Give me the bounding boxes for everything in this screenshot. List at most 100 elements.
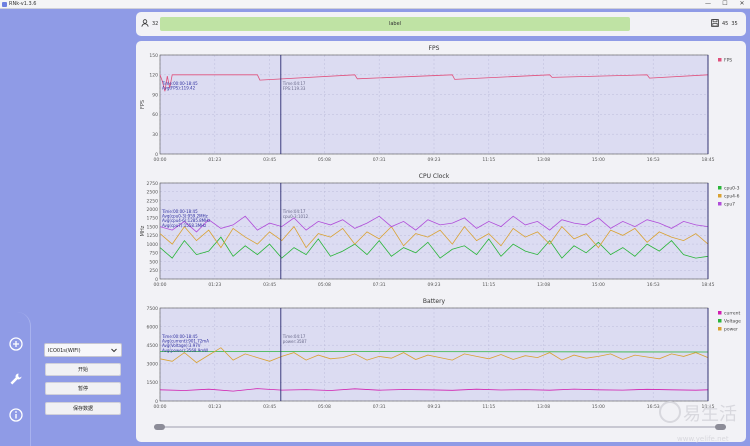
info-time-label: Time:00:00-18:45: [161, 209, 198, 214]
pause-button[interactable]: 暂停: [45, 382, 121, 395]
right-tools: 45 35: [711, 19, 738, 29]
y-tick-label: 0: [155, 152, 158, 158]
x-tick-label: 09:23: [428, 282, 441, 288]
y-tick-label: 120: [149, 73, 158, 79]
legend-swatch: [718, 319, 722, 323]
y-tick-label: 2750: [147, 181, 159, 187]
cursor-value-label: FPS:119.33: [283, 86, 306, 91]
y-tick-label: 3000: [147, 362, 159, 368]
x-tick-label: 07:31: [373, 157, 386, 163]
x-tick-label: 03:45: [263, 404, 276, 410]
device-select[interactable]: ICO01s(WIFI): [44, 343, 122, 357]
app-logo-icon: [2, 1, 7, 7]
chevron-down-icon: [110, 346, 118, 356]
legend-label: cpu7: [724, 201, 735, 207]
x-tick-label: 18:45: [702, 157, 715, 163]
info-avg-label: Avg(cpu7):1558.3MHz: [162, 223, 206, 228]
watermark-text: 易生活: [683, 404, 737, 425]
y-tick-label: 1000: [147, 242, 159, 248]
legend-label: cpu4-6: [724, 193, 740, 199]
legend-swatch: [718, 311, 722, 315]
x-tick-label: 00:00: [154, 404, 167, 410]
x-tick-label: 01:23: [208, 404, 221, 410]
series-line: [159, 225, 709, 249]
x-tick-label: 16:53: [647, 282, 660, 288]
x-tick-label: 00:00: [154, 157, 167, 163]
minimize-button[interactable]: —: [705, 0, 711, 7]
device-group: 32: [141, 19, 158, 29]
series-line: [159, 215, 709, 233]
series-line: [159, 236, 709, 259]
x-tick-label: 16:53: [647, 157, 660, 163]
y-tick-label: 150: [149, 53, 158, 59]
info-avg-label: Avg(power):3568.9mW: [162, 348, 208, 353]
battery-chart: Battery 0 1500 3000 4500 6000 7500 00:00 01:23 03…: [147, 298, 742, 410]
y-tick-label: 750: [149, 251, 158, 257]
fps-chart: FPS 0 30 60 90 120 150 00:00 01:23 03:45 05:08 07:3…: [140, 45, 732, 163]
scrollbar-start-handle[interactable]: [154, 424, 165, 430]
save-icon[interactable]: [711, 19, 719, 29]
x-tick-label: 15:00: [592, 404, 605, 410]
add-icon[interactable]: [8, 336, 23, 351]
y-tick-label: 30: [152, 132, 158, 138]
y-axis-label: MHz: [140, 225, 146, 236]
series-line: [159, 74, 709, 92]
watermark-logo: 易生活 www.yelife.net: [659, 401, 737, 443]
cursor-value-label: cpu0-3:1012: [283, 214, 309, 219]
wrench-icon[interactable]: [8, 371, 23, 386]
info-avg-label: Avg(FPS):119.42: [162, 86, 196, 91]
x-tick-label: 00:00: [154, 282, 167, 288]
y-axis-label: FPS: [140, 100, 146, 109]
cursor-time-label: Time:04:17: [282, 209, 306, 214]
nav-rail: [0, 312, 31, 446]
cpu-clock-chart: CPU Clock 0 250 500 750 1000 1250 1500 1750 2000 2…: [140, 173, 740, 288]
x-tick-label: 15:00: [592, 282, 605, 288]
y-tick-label: 2250: [147, 198, 159, 204]
maximize-button[interactable]: ☐: [722, 0, 728, 7]
x-tick-label: 03:45: [263, 282, 276, 288]
y-tick-label: 0: [155, 399, 158, 405]
watermark-url: www.yelife.net: [677, 435, 729, 443]
legend-swatch: [718, 194, 722, 198]
x-tick-label: 09:23: [428, 157, 441, 163]
info-icon[interactable]: [8, 407, 23, 422]
status-banner: label: [160, 17, 630, 31]
series-line: [159, 347, 709, 364]
legend-label: cpu0-3: [724, 185, 740, 191]
cursor-value-label: power:3587: [283, 339, 307, 344]
timeline-scrollbar[interactable]: [154, 424, 726, 430]
scrollbar-end-handle[interactable]: [715, 424, 726, 430]
info-time-label: Time:00:00-18:45: [161, 334, 198, 339]
window-titlebar: RNk-v1.3.6 — ☐ ✕: [0, 0, 750, 9]
x-tick-label: 11:15: [482, 404, 495, 410]
chart-title: CPU Clock: [419, 173, 450, 180]
save-data-button[interactable]: 保存数据: [45, 402, 121, 415]
info-avg-label: Avg(cpu4-6):1285.8MHz: [162, 218, 210, 223]
y-tick-label: 1500: [147, 224, 159, 230]
info-avg-label: Avg(current):901.72mA: [162, 339, 209, 344]
x-tick-label: 07:31: [373, 282, 386, 288]
user-icon[interactable]: [141, 19, 149, 29]
y-tick-label: 500: [149, 259, 158, 265]
x-tick-label: 07:31: [373, 404, 386, 410]
chart-title: FPS: [429, 45, 440, 52]
series-line: [159, 388, 709, 392]
x-tick-label: 11:15: [482, 157, 495, 163]
y-tick-label: 2000: [147, 207, 159, 213]
x-tick-label: 01:23: [208, 282, 221, 288]
y-tick-label: 0: [155, 277, 158, 283]
y-tick-label: 1750: [147, 216, 159, 222]
y-tick-label: 1500: [147, 380, 159, 386]
y-tick-label: 2500: [147, 190, 159, 196]
legend-label: power: [724, 326, 738, 332]
y-tick-label: 4500: [147, 343, 159, 349]
x-tick-label: 13:08: [537, 157, 550, 163]
top-toolbar: 32 label 45 35: [136, 12, 746, 36]
y-tick-label: 6000: [147, 324, 159, 330]
charts-panel: FPS 0 30 60 90 120 150 00:00 01:23 03:45 05:08 07:3…: [136, 41, 746, 442]
y-tick-label: 250: [149, 268, 158, 274]
close-button[interactable]: ✕: [739, 0, 745, 7]
start-button[interactable]: 开始: [45, 363, 121, 376]
device-count: 32: [152, 21, 159, 27]
y-tick-label: 1250: [147, 233, 159, 239]
